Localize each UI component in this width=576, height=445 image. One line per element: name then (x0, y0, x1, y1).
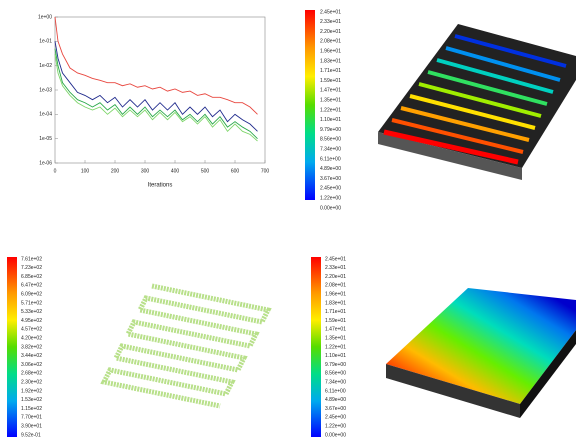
colorbar-label: 1.83e+01 (320, 58, 341, 64)
colorbar-label: 6.11e+00 (325, 388, 346, 394)
colorbar-label: 1.35e+01 (325, 336, 346, 342)
x-tick-label: 500 (201, 168, 210, 174)
colorbar-label: 6.47e+02 (21, 283, 42, 289)
colorbar-label: 1.96e+01 (320, 49, 341, 55)
colorbar (7, 257, 17, 437)
colorbar-label: 2.30e+02 (21, 380, 42, 386)
x-axis-label: Iterations (148, 183, 173, 189)
colorbar-label: 3.06e+02 (21, 362, 42, 368)
x-tick-label: 200 (111, 168, 120, 174)
colorbar-label: 1.59e+01 (325, 318, 346, 324)
colorbar-label: 3.90e+01 (21, 424, 42, 430)
colorbar-label: 2.68e+02 (21, 371, 42, 377)
colorbar-label: 8.56e+00 (325, 371, 346, 377)
x-tick-label: 100 (81, 168, 90, 174)
colorbar-label: 6.85e+02 (21, 274, 42, 280)
serpentine-path (104, 286, 268, 406)
colorbar-label: 3.67e+00 (320, 176, 341, 182)
colorbar-label: 1.22e+01 (325, 344, 346, 350)
y-tick-label: 1e-02 (39, 63, 52, 69)
colorbar-label: 8.56e+00 (320, 137, 341, 143)
colorbar-label: 3.82e+02 (21, 344, 42, 350)
y-tick-label: 1e-06 (39, 160, 52, 166)
colorbar-label: 2.45e+00 (320, 186, 341, 192)
series-line (55, 41, 258, 131)
colorbar-label: 2.20e+01 (320, 29, 341, 35)
series-line (55, 54, 258, 141)
y-tick-label: 1e-03 (39, 87, 52, 93)
colorbar-label: 1.35e+01 (320, 98, 341, 104)
colorbar-label: 2.33e+01 (320, 19, 341, 25)
colorbar-label: 1.22e+01 (320, 107, 341, 113)
colorbar-label: 7.70e+01 (21, 415, 42, 421)
colorbar-label: 1.10e+01 (320, 117, 341, 123)
colorbar-label: 4.57e+02 (21, 327, 42, 333)
colorbar-label: 2.33e+01 (325, 265, 346, 271)
colorbar-label: 1.71e+01 (320, 68, 341, 74)
colorbar-label: 1.22e+00 (325, 424, 346, 430)
colorbars (7, 10, 321, 437)
colorbar-label: 9.79e+00 (325, 362, 346, 368)
y-tick-label: 1e-05 (39, 136, 52, 142)
colorbar-label: 4.95e+02 (21, 318, 42, 324)
colorbar-label: 7.61e+02 (21, 256, 42, 262)
x-tick-label: 400 (171, 168, 180, 174)
colorbar-label: 1.92e+02 (21, 388, 42, 394)
colorbar (311, 257, 321, 437)
colorbar-label: 1.59e+01 (320, 78, 341, 84)
colorbar-label: 0.00e+00 (320, 205, 341, 211)
colorbar-label: 3.44e+02 (21, 353, 42, 359)
colorbar-label: 7.34e+00 (320, 147, 341, 153)
y-tick-label: 1e-04 (39, 112, 52, 118)
colorbar-label: 7.34e+00 (325, 380, 346, 386)
colorbar-label: 5.71e+02 (21, 300, 42, 306)
colorbar-label: 1.22e+00 (320, 196, 341, 202)
colorbar-label: 7.23e+02 (21, 265, 42, 271)
plot-frame (55, 17, 265, 163)
gradient-plate (386, 288, 576, 418)
colorbar-label: 1.10e+01 (325, 353, 346, 359)
colorbar-label: 2.45e+00 (325, 415, 346, 421)
colorbar-label: 6.09e+02 (21, 292, 42, 298)
colorbar-label: 6.11e+00 (320, 156, 341, 162)
colorbar-label: 1.53e+02 (21, 397, 42, 403)
y-tick-label: 1e-01 (39, 39, 52, 45)
colorbar-label: 2.45e+01 (325, 256, 346, 262)
x-tick-label: 0 (54, 168, 57, 174)
colorbar-label: 4.20e+02 (21, 336, 42, 342)
colorbar-label: 2.20e+01 (325, 274, 346, 280)
colorbar-label: 1.71e+01 (325, 309, 346, 315)
x-tick-label: 600 (231, 168, 240, 174)
colorbar-label: 2.08e+01 (320, 39, 341, 45)
series-line (55, 17, 258, 114)
colorbar-label: 9.79e+00 (320, 127, 341, 133)
colorbar-label: 1.96e+01 (325, 292, 346, 298)
colorbar-label: 3.67e+00 (325, 406, 346, 412)
colorbar-label: 0.00e+00 (325, 432, 346, 438)
colorbar-label: 2.45e+01 (320, 9, 341, 15)
colorbar-label: 9.52e-01 (21, 432, 41, 438)
colorbar-label: 1.47e+01 (320, 88, 341, 94)
channel-plate (378, 24, 576, 180)
colorbar-label: 5.33e+02 (21, 309, 42, 315)
colorbar (305, 10, 315, 200)
colorbar-label: 4.89e+00 (320, 166, 341, 172)
colorbar-label: 1.83e+01 (325, 300, 346, 306)
colorbar-label: 4.89e+00 (325, 397, 346, 403)
colorbar-label: 1.47e+01 (325, 327, 346, 333)
colorbar-label: 1.15e+02 (21, 406, 42, 412)
series-line (55, 49, 258, 139)
x-tick-label: 700 (261, 168, 270, 174)
x-tick-label: 300 (141, 168, 150, 174)
colorbar-label: 2.08e+01 (325, 283, 346, 289)
y-tick-label: 1e+00 (38, 14, 52, 20)
figure: Iterations 1e+00 1e-01 1e-02 1e-03 1e-04 1e-0… (0, 0, 576, 445)
